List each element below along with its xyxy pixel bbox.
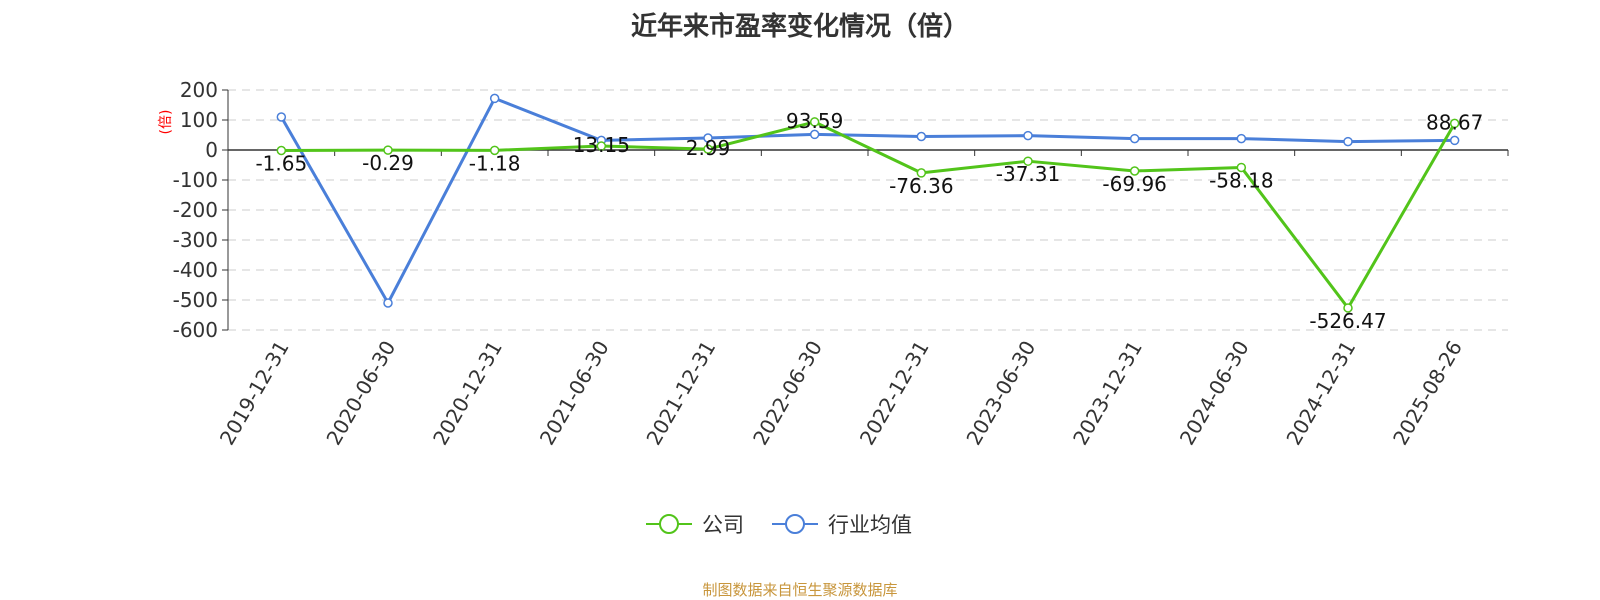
chart-title: 近年来市盈率变化情况（倍） xyxy=(630,12,969,42)
x-tick-label: 2025-08-26 xyxy=(1388,337,1467,450)
y-tick-label: -500 xyxy=(173,288,218,312)
data-point xyxy=(1449,118,1460,129)
data-point xyxy=(809,129,820,140)
data-point xyxy=(1343,303,1353,313)
legend-label: 行业均值 xyxy=(828,513,912,537)
legend-marker xyxy=(659,514,679,534)
data-source-note: 制图数据来自恒生聚源数据库 xyxy=(702,581,898,599)
data-point xyxy=(1343,136,1353,147)
x-tick-label: 2021-06-30 xyxy=(535,337,614,450)
y-tick-label: 100 xyxy=(180,108,218,132)
data-label: -1.18 xyxy=(469,151,521,175)
x-tick-label: 2024-06-30 xyxy=(1175,337,1254,450)
legend-label: 公司 xyxy=(702,513,744,537)
legend-marker xyxy=(785,514,805,534)
data-point xyxy=(703,144,713,154)
data-point xyxy=(1236,162,1247,173)
y-tick-label: 0 xyxy=(205,138,218,162)
x-tick-label: 2020-06-30 xyxy=(321,337,400,450)
y-tick-label: -100 xyxy=(173,168,218,192)
data-point xyxy=(703,133,713,143)
data-label: -37.31 xyxy=(996,162,1060,186)
data-label: -58.18 xyxy=(1209,168,1273,192)
data-point xyxy=(383,298,393,308)
data-label: -526.47 xyxy=(1309,309,1386,333)
data-point xyxy=(1023,156,1033,166)
data-label: -0.29 xyxy=(362,151,414,175)
x-tick-label: 2024-12-31 xyxy=(1281,337,1360,450)
data-point xyxy=(596,141,607,151)
data-point xyxy=(276,145,287,156)
x-tick-label: 2022-06-30 xyxy=(748,337,827,450)
x-tick-label: 2020-12-31 xyxy=(428,336,507,449)
data-point xyxy=(1023,130,1033,141)
data-point xyxy=(1129,166,1140,176)
data-point xyxy=(916,168,927,178)
x-tick-label: 2023-12-31 xyxy=(1068,337,1147,450)
data-point xyxy=(1449,135,1460,146)
data-point xyxy=(1129,133,1140,144)
data-label: -1.65 xyxy=(255,151,307,175)
x-tick-label: 2019-12-31 xyxy=(215,337,294,450)
data-point xyxy=(1236,133,1247,144)
x-tick-label: 2022-12-31 xyxy=(855,336,934,449)
data-point xyxy=(809,117,820,127)
data-point xyxy=(276,112,287,122)
y-tick-label: -200 xyxy=(173,198,218,222)
y-tick-label: -400 xyxy=(173,258,218,282)
data-label: 13.15 xyxy=(573,133,630,157)
data-label: 93.59 xyxy=(786,109,843,133)
y-tick-label: 200 xyxy=(180,78,218,102)
x-tick-label: 2021-12-31 xyxy=(641,337,720,450)
data-label: 2.99 xyxy=(686,136,731,160)
series-line-1 xyxy=(280,96,1455,305)
data-label: 88.67 xyxy=(1426,110,1483,134)
data-point xyxy=(489,145,500,156)
data-label: -69.96 xyxy=(1102,172,1166,196)
data-point xyxy=(383,145,393,155)
data-point xyxy=(489,93,500,104)
x-tick-label: 2023-06-30 xyxy=(961,337,1040,450)
series-line-0 xyxy=(281,120,1456,310)
y-tick-label: -300 xyxy=(173,228,218,252)
y-tick-label: -600 xyxy=(173,318,218,342)
data-label: -76.36 xyxy=(889,174,953,198)
data-point xyxy=(916,131,927,142)
y-axis-unit-label: (倍) xyxy=(158,110,174,135)
